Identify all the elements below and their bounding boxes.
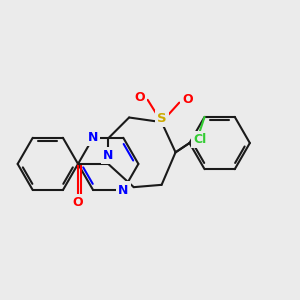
Text: N: N [88,131,98,144]
Text: N: N [103,149,113,162]
Text: O: O [134,91,145,103]
Text: Cl: Cl [193,133,206,146]
Text: O: O [73,196,83,209]
Text: N: N [118,184,128,196]
Text: S: S [157,112,166,125]
Text: O: O [182,93,193,106]
